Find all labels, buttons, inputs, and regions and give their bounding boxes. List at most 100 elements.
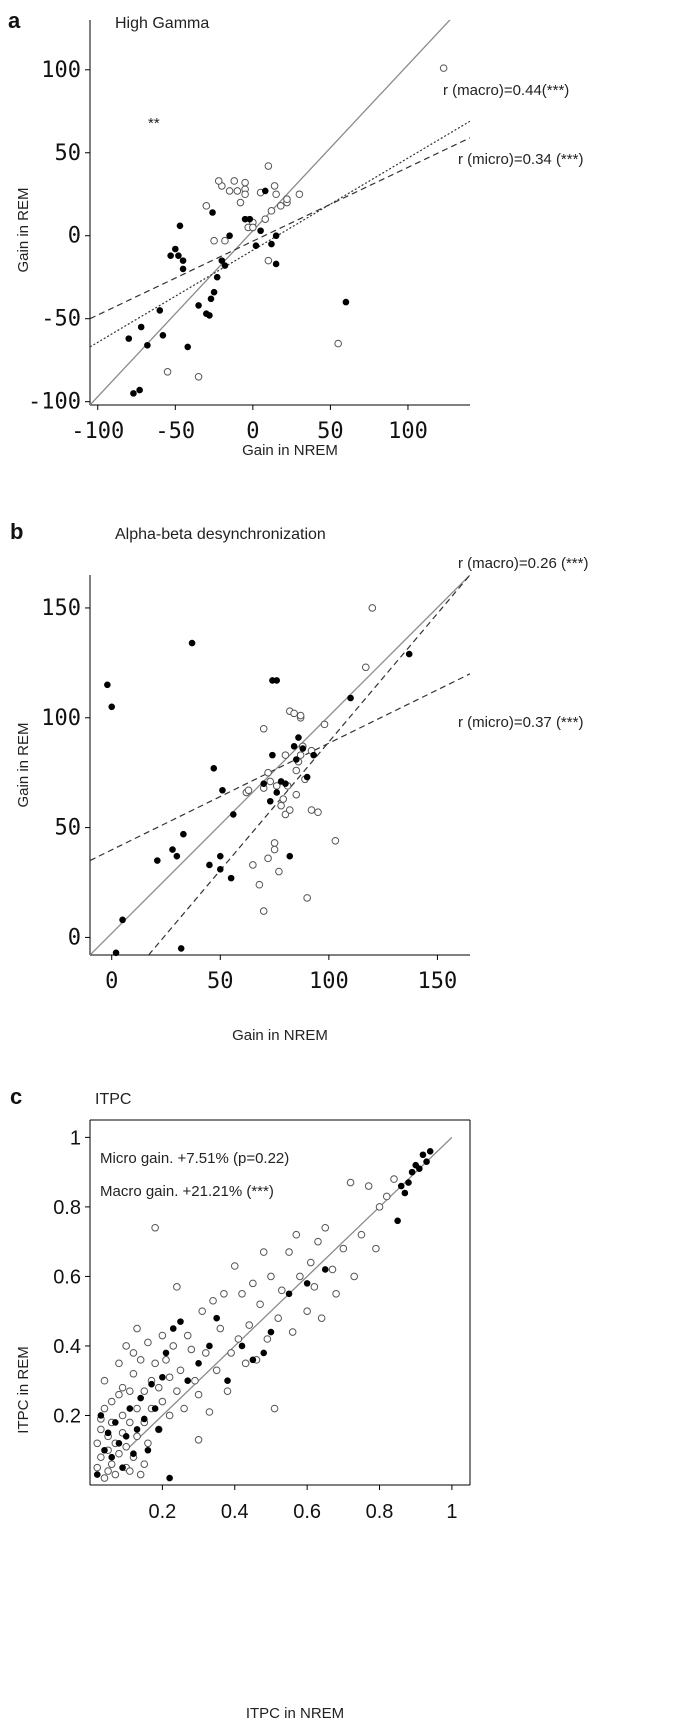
panel-a-open-point: [210, 236, 218, 245]
panel-a-ylabel: Gain in REM: [15, 187, 32, 272]
panel-b-open-point: [266, 777, 275, 786]
panel-c-open-point: [100, 1404, 109, 1413]
panel-c-x-tick-label: 0.6: [293, 1501, 321, 1523]
panel-c-y-tick-label: 1: [70, 1127, 81, 1149]
panel-b-filled-point: [266, 797, 274, 805]
panel-b: b Alpha-beta desynchronization Gain in N…: [10, 519, 588, 1044]
panel-b-filled-point: [290, 743, 298, 750]
panel-c-open-point: [126, 1387, 134, 1395]
panel-b-open-point: [290, 709, 298, 718]
panel-c-open-point: [136, 1356, 145, 1364]
panel-a-open-point: [264, 162, 273, 170]
panel-c-filled-point: [426, 1147, 434, 1155]
panel-b-open-point: [307, 806, 316, 814]
panel-b-open-point: [331, 836, 340, 845]
panel-c-open-point: [292, 1230, 301, 1239]
panel-c-xlabel: ITPC in NREM: [246, 1705, 344, 1722]
panel-b-open-point: [275, 867, 283, 876]
panel-c-open-point: [144, 1338, 152, 1347]
panel-a-dashed-line: [90, 137, 470, 320]
panel-c-open-point: [372, 1244, 380, 1253]
panel-c: c ITPC ITPC in NREM ITPC in REM Micro ga…: [10, 1084, 471, 1722]
panel-b-dashed-line: [90, 673, 470, 862]
panel-c-filled-point: [144, 1446, 152, 1454]
panel-c-open-point: [183, 1331, 192, 1340]
panel-b-open-point: [303, 894, 311, 902]
panel-c-open-point: [129, 1369, 138, 1378]
panel-c-open-point: [223, 1387, 232, 1395]
panel-a-open-point: [267, 207, 276, 215]
panel-a-open-point: [230, 177, 239, 185]
panel-c-open-point: [115, 1390, 123, 1399]
panel-a-filled-point: [218, 257, 226, 264]
panel-c-x-tick-label: 0.4: [221, 1501, 249, 1523]
panel-c-filled-point: [213, 1314, 220, 1322]
panel-a-x-tick-label: -50: [155, 419, 195, 444]
panel-c-filled-point: [195, 1360, 202, 1367]
panel-b-open-point: [314, 808, 322, 817]
panel-c-open-point: [115, 1449, 123, 1458]
panel-c-open-point: [93, 1439, 102, 1448]
panel-c-filled-point: [155, 1426, 163, 1433]
panel-c-open-point: [350, 1272, 358, 1281]
panel-a-open-point: [272, 190, 280, 199]
panel-c-filled-point: [184, 1377, 192, 1385]
panel-c-open-point: [180, 1404, 188, 1413]
panel-b-filled-point: [119, 916, 126, 924]
panel-c-filled-point: [133, 1426, 141, 1433]
panel-b-filled-point: [219, 786, 226, 794]
panel-a-letter: a: [8, 8, 21, 33]
panel-c-open-point: [306, 1258, 315, 1267]
panel-a-filled-point: [252, 242, 260, 249]
panel-c-open-point: [241, 1359, 250, 1368]
panel-b-micro-label: r (micro)=0.37 (***): [458, 714, 583, 731]
panel-a-filled-point: [209, 209, 216, 216]
panel-c-filled-point: [397, 1182, 405, 1190]
panel-a-open-point: [225, 187, 234, 195]
panel-a-filled-point: [207, 295, 215, 303]
panel-c-open-point: [317, 1314, 326, 1322]
panel-b-filled-point: [273, 677, 281, 684]
panel-c-filled-point: [97, 1412, 105, 1419]
panel-c-filled-point: [159, 1373, 166, 1381]
panel-a-solid-line: [90, 20, 451, 405]
panel-c-open-point: [194, 1436, 203, 1444]
panel-c-open-point: [158, 1397, 167, 1406]
panel-a-filled-point: [156, 307, 164, 314]
panel-a-x-tick-label: 100: [388, 419, 428, 444]
panel-c-filled-point: [416, 1165, 423, 1172]
panel-c-open-point: [227, 1349, 235, 1357]
panel-b-filled-point: [177, 945, 185, 952]
panel-c-open-point: [165, 1373, 174, 1382]
panel-c-filled-point: [423, 1158, 430, 1166]
panel-b-filled-point: [112, 949, 120, 957]
panel-c-filled-point: [267, 1328, 275, 1336]
panel-c-open-point: [285, 1248, 293, 1256]
panel-c-open-point: [278, 1286, 286, 1295]
panel-a-filled-point: [221, 262, 229, 269]
panel-b-filled-point: [286, 852, 294, 860]
panel-b-open-point: [244, 786, 253, 795]
panel-a-xlabel: Gain in NREM: [242, 442, 338, 459]
panel-c-open-point: [100, 1474, 109, 1482]
panel-a-open-point: [270, 182, 279, 190]
panel-c-filled-point: [162, 1349, 170, 1357]
panel-c-open-point: [154, 1383, 163, 1392]
panel-a-dotted-line: [90, 120, 470, 348]
panel-a-open-point: [241, 190, 249, 199]
panel-b-dashed-line: [148, 575, 470, 955]
panel-c-open-point: [321, 1223, 330, 1232]
panel-c-open-point: [288, 1328, 297, 1336]
panel-c-macro-gain-note: Macro gain. +21.21% (***): [100, 1183, 274, 1200]
panel-c-filled-point: [130, 1450, 137, 1458]
panel-c-open-point: [209, 1296, 217, 1305]
panel-b-filled-point: [292, 756, 300, 763]
panel-c-open-point: [375, 1203, 384, 1211]
panel-c-filled-point: [401, 1189, 409, 1197]
panel-c-filled-point: [148, 1380, 155, 1388]
panel-c-open-point: [270, 1404, 279, 1413]
panel-c-filled-point: [405, 1179, 412, 1186]
panel-b-open-point: [292, 790, 301, 799]
panel-c-open-point: [256, 1300, 264, 1309]
